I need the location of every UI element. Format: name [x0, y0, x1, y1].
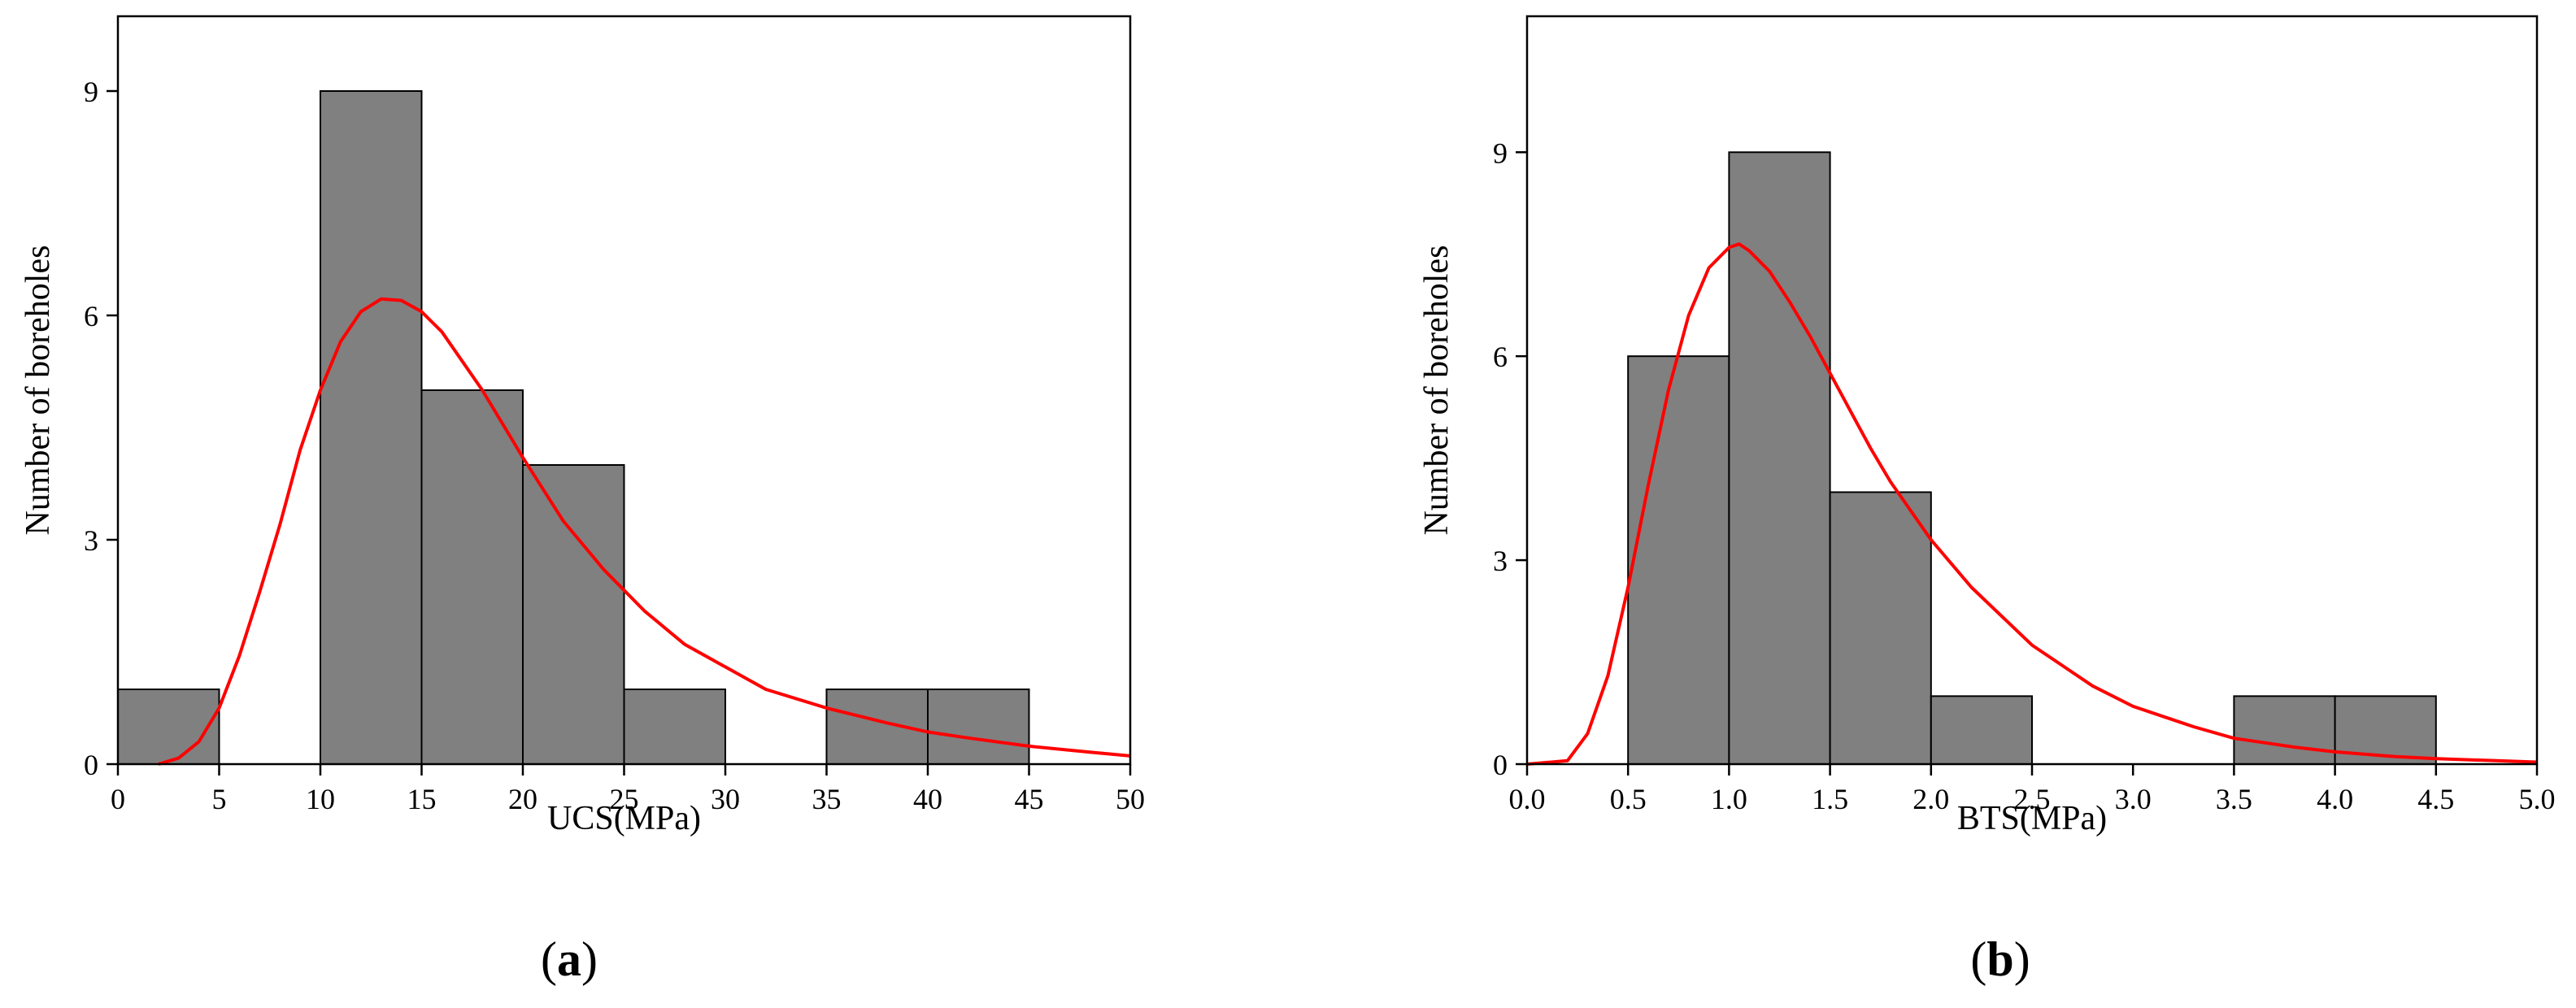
- x-tick-label: 3.5: [2216, 783, 2252, 815]
- x-tick-label: 20: [508, 783, 537, 815]
- histogram-bar: [1728, 151, 1831, 766]
- x-tick-label: 1.5: [1812, 783, 1848, 815]
- x-tick-label: 0.0: [1509, 783, 1546, 815]
- x-axis-label: BTS(MPa): [1957, 800, 2107, 837]
- histogram-bar: [927, 689, 1030, 765]
- x-tick-label: 4.0: [2317, 783, 2353, 815]
- histogram-bar: [1627, 355, 1730, 765]
- y-tick-label: 6: [84, 300, 98, 332]
- histogram-bar: [117, 689, 220, 765]
- y-tick-label: 3: [84, 524, 98, 557]
- histogram-bar: [522, 464, 625, 765]
- x-tick-label: 10: [306, 783, 335, 815]
- histogram-bar: [320, 90, 423, 765]
- histogram-bar: [420, 389, 524, 765]
- panel-label: (a): [541, 932, 598, 986]
- panel-label: (b): [1970, 932, 2030, 986]
- fit-curve-line: [158, 297, 1131, 766]
- x-tick-label: 3.0: [2115, 783, 2152, 815]
- y-tick-label: 0: [1493, 749, 1508, 781]
- x-tick-label: 5.0: [2519, 783, 2556, 815]
- x-tick-label: 0: [111, 783, 125, 815]
- y-tick-label: 9: [1493, 137, 1508, 169]
- y-tick-label: 0: [84, 749, 98, 781]
- x-tick-label: 2.0: [1912, 783, 1949, 815]
- chart-ucs-histogram: 0 5 10 15 20 25 30 35 40 45 50 0 3 6 9 UCS(MPa) Number o…: [20, 15, 1145, 986]
- x-tick-label: 5: [212, 783, 227, 815]
- x-tick-label: 50: [1116, 783, 1145, 815]
- x-tick-label: 1.0: [1711, 783, 1747, 815]
- y-tick-label: 9: [84, 76, 98, 108]
- y-tick-label: 3: [1493, 545, 1508, 577]
- histogram-bar: [623, 689, 726, 765]
- fit-curve-line: [1526, 242, 2538, 766]
- x-tick-label: 40: [913, 783, 942, 815]
- x-tick-label: 4.5: [2417, 783, 2454, 815]
- x-tick-label: 35: [812, 783, 842, 815]
- histogram-bar: [1930, 695, 2034, 766]
- histogram-bar: [1829, 491, 1932, 765]
- y-tick-label: 6: [1493, 341, 1508, 373]
- y-axis-label: Number of boreholes: [20, 245, 57, 536]
- x-tick-label: 25: [610, 783, 639, 815]
- histogram-bar: [2233, 695, 2336, 766]
- x-tick-label: 0.5: [1610, 783, 1647, 815]
- x-tick-label: 30: [711, 783, 740, 815]
- x-tick-label: 45: [1015, 783, 1044, 815]
- y-axis-label: Number of boreholes: [1418, 245, 1456, 536]
- x-tick-label: 15: [407, 783, 437, 815]
- histogram-bar: [825, 689, 929, 765]
- chart-bts-histogram: 0.0 0.5 1.0 1.5 2.0 2.5 3.0 3.5 4.0 4.5 5.0 0 3 6 9 BTS…: [1418, 15, 2556, 986]
- x-tick-label: 2.5: [2014, 783, 2051, 815]
- x-axis-label: UCS(MPa): [547, 800, 701, 837]
